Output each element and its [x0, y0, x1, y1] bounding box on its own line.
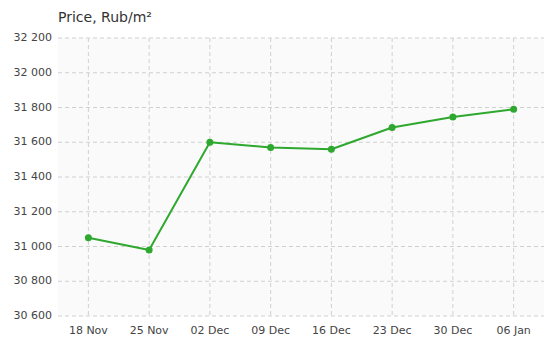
y-tick-label: 32 000 [14, 66, 53, 79]
y-tick-label: 31 800 [14, 101, 53, 114]
data-point [267, 144, 274, 151]
series [85, 106, 517, 254]
x-grid-line [452, 38, 453, 316]
y-grid-line [58, 107, 544, 108]
x-tick-label: 25 Nov [130, 324, 169, 337]
axes: 30 600 30 800 31 000 31 200 31 400 31 600 31 8… [14, 31, 531, 337]
x-tick-label: 06 Jan [496, 324, 530, 337]
x-tick-label: 18 Nov [69, 324, 108, 337]
y-grid-line [58, 142, 544, 143]
data-point [146, 246, 153, 253]
data-point [510, 106, 517, 113]
y-grid-line [58, 316, 544, 317]
y-tick-label: 31 000 [14, 240, 53, 253]
y-grid-line [58, 38, 544, 39]
grid [58, 38, 544, 316]
y-tick-label: 31 400 [14, 170, 53, 183]
x-grid-line [270, 38, 271, 316]
x-tick-label: 09 Dec [251, 324, 290, 337]
x-grid-line [513, 38, 514, 316]
x-tick-label: 23 Dec [373, 324, 412, 337]
y-grid-line [58, 72, 544, 73]
x-grid-line [88, 38, 89, 316]
data-point [328, 146, 335, 153]
x-grid-line [209, 38, 210, 316]
data-point [85, 234, 92, 241]
data-point [206, 139, 213, 146]
y-grid-line [58, 211, 544, 212]
data-point [389, 124, 396, 131]
x-tick-label: 30 Dec [433, 324, 472, 337]
x-grid-line [331, 38, 332, 316]
x-grid-line [392, 38, 393, 316]
chart-title: Price, Rub/m² [58, 9, 152, 25]
y-tick-label: 30 800 [14, 274, 53, 287]
chart-container: Price, Rub/m² 30 600 30 800 31 000 31 200 31 … [0, 0, 560, 346]
data-point [449, 114, 456, 121]
y-tick-label: 31 600 [14, 135, 53, 148]
y-tick-label: 32 200 [14, 31, 53, 44]
plot-area [58, 38, 544, 316]
chart-svg: Price, Rub/m² 30 600 30 800 31 000 31 200 31 … [0, 0, 560, 346]
x-tick-label: 16 Dec [312, 324, 351, 337]
y-tick-label: 30 600 [14, 309, 53, 322]
y-grid-line [58, 281, 544, 282]
x-tick-label: 02 Dec [190, 324, 229, 337]
series-line [88, 109, 513, 250]
y-grid-line [58, 177, 544, 178]
x-grid-line [149, 38, 150, 316]
y-tick-label: 31 200 [14, 205, 53, 218]
